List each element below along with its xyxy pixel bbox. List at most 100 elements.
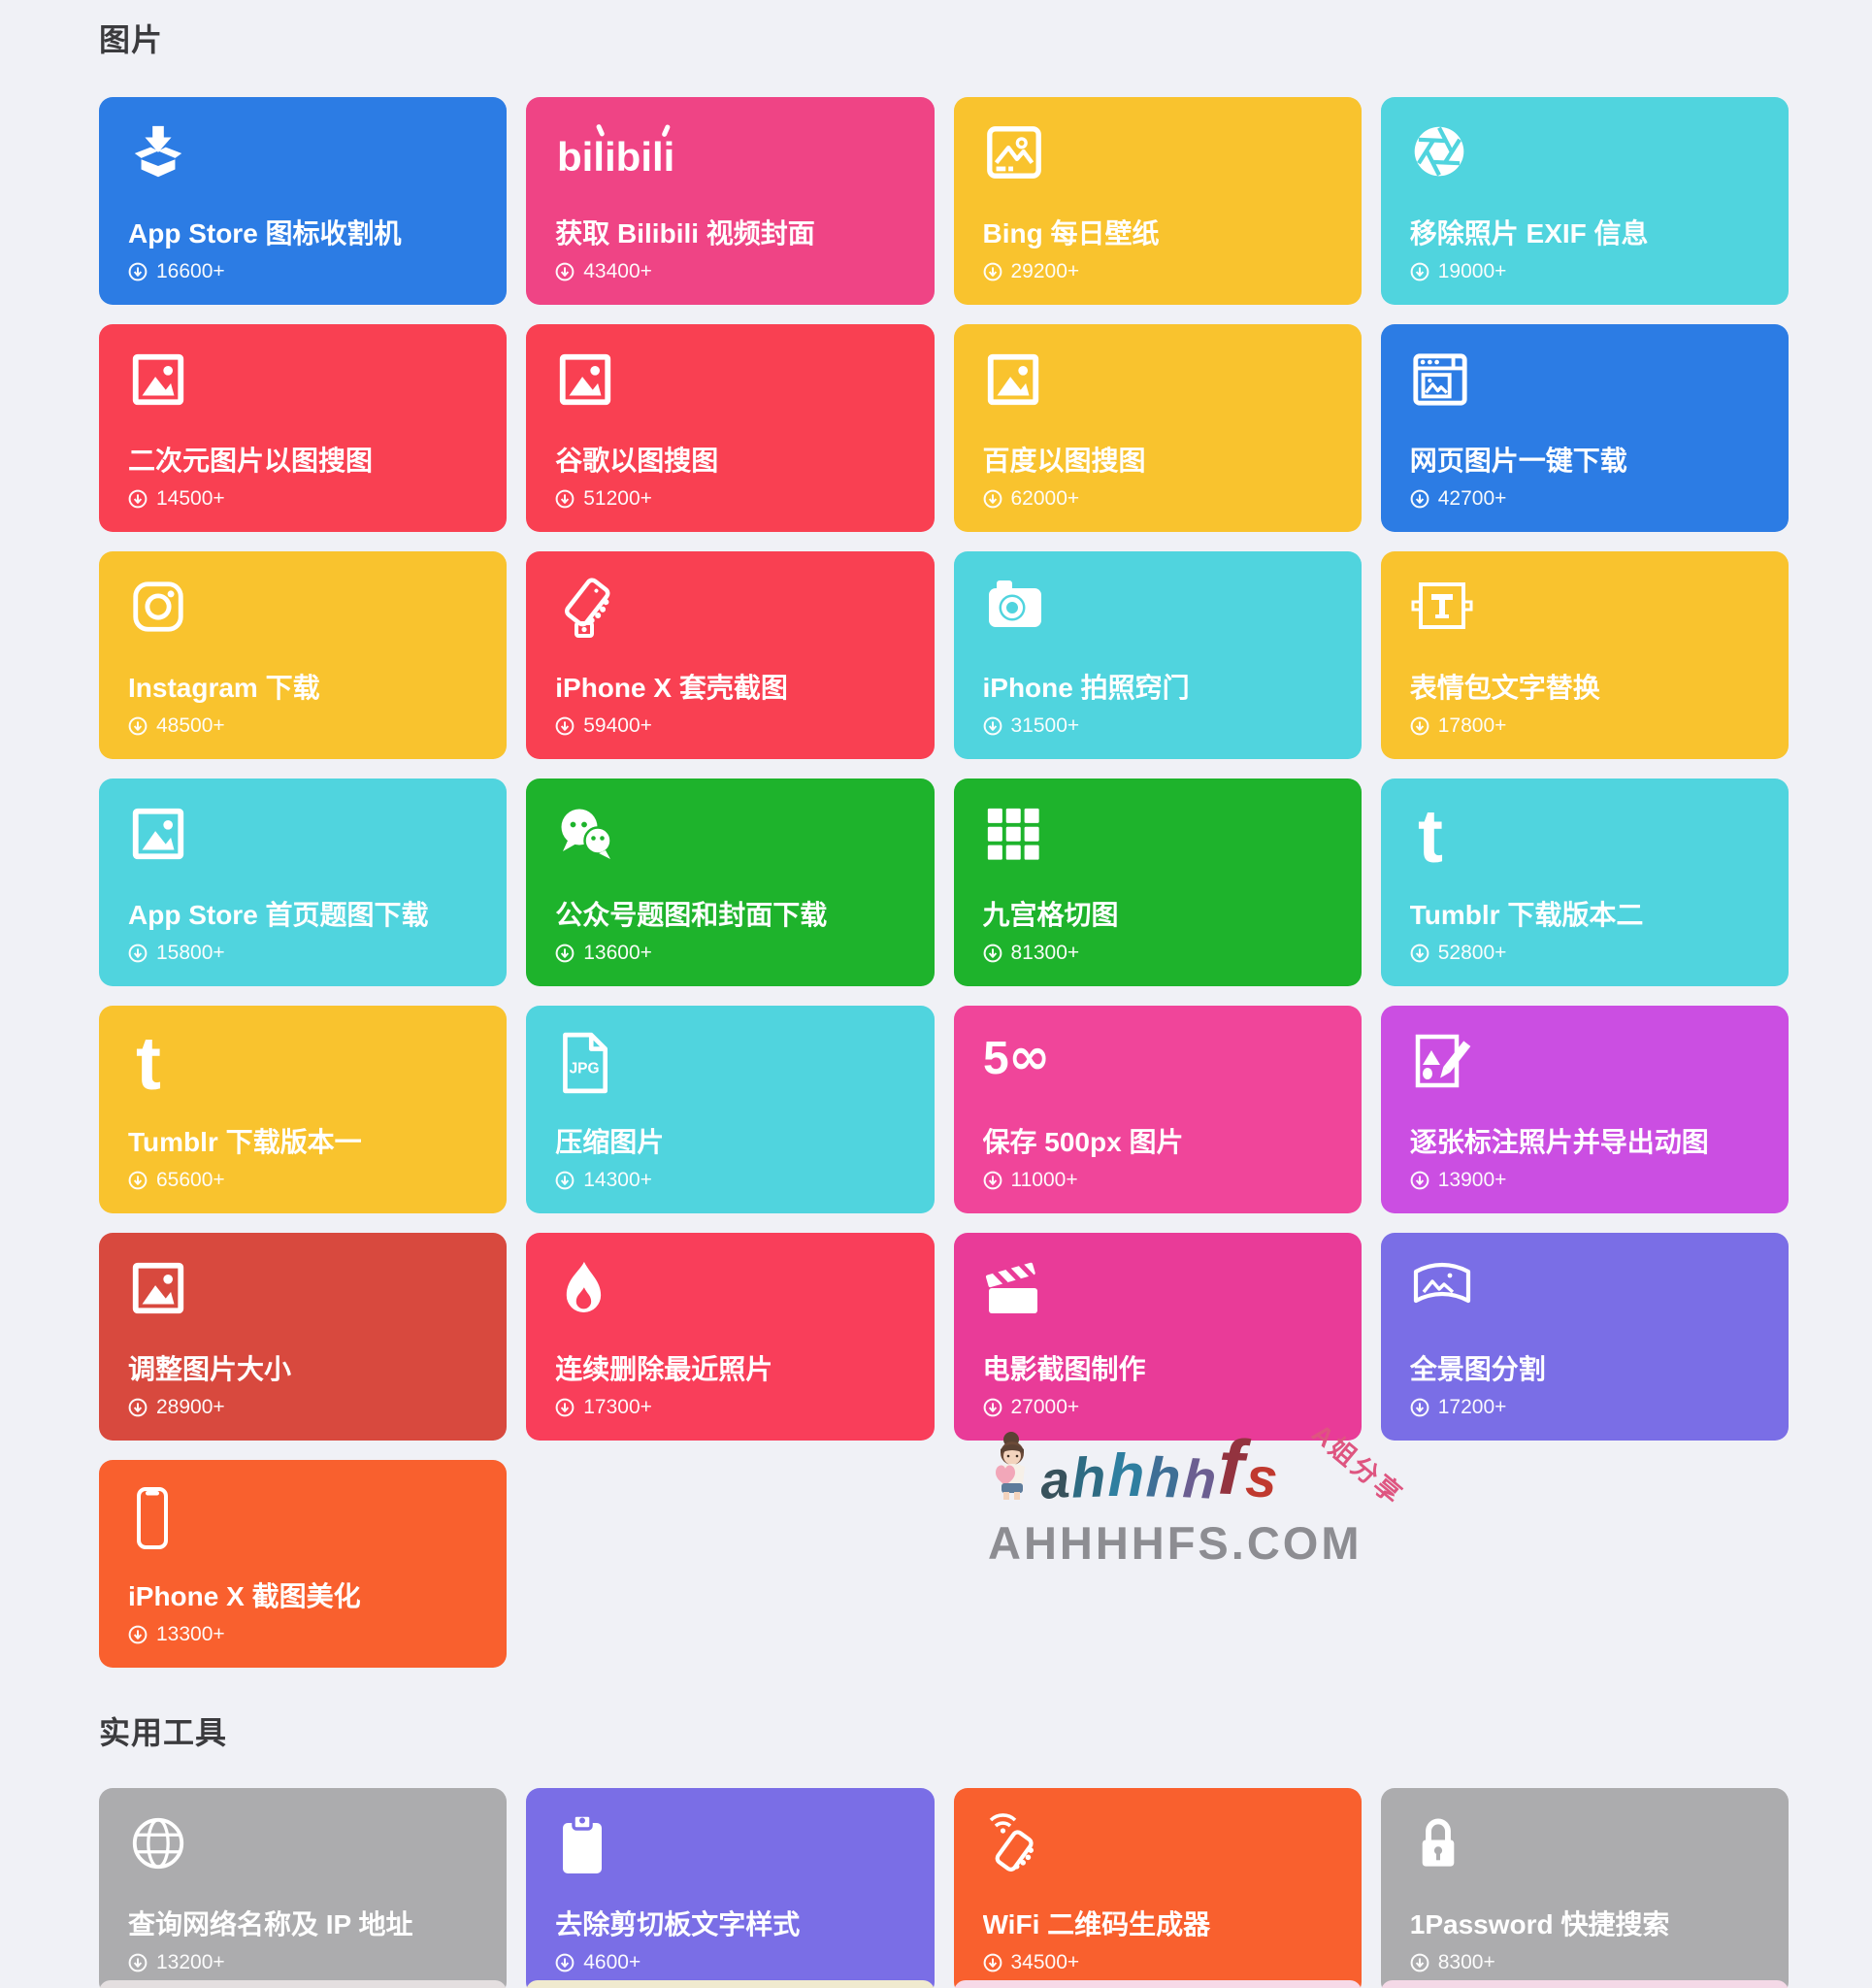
photo-icon: [555, 349, 904, 419]
shortcut-card[interactable]: 谷歌以图搜图 51200+: [526, 324, 935, 532]
next-row-card-top[interactable]: [1380, 1980, 1789, 1988]
shortcut-card[interactable]: WiFi 二维码生成器 34500+: [953, 1788, 1362, 1988]
shortcut-card[interactable]: 移除照片 EXIF 信息 19000+: [1380, 97, 1789, 305]
shortcut-card[interactable]: iPhone 拍照窍门 31500+: [953, 551, 1362, 759]
shortcut-card[interactable]: App Store 首页题图下载 15800+: [99, 779, 508, 986]
card-title: 压缩图片: [555, 1126, 665, 1157]
download-count-value: 51200+: [583, 487, 652, 510]
download-count-value: 81300+: [1010, 942, 1080, 964]
card-downloads: 14300+: [555, 1169, 904, 1192]
card-title: Instagram 下载: [128, 672, 320, 703]
circle-arrow-down-icon: [1410, 262, 1429, 282]
tumblr-icon: t: [1410, 804, 1759, 874]
shortcut-card[interactable]: 公众号题图和封面下载 13600+: [526, 779, 935, 986]
download-count-value: 17200+: [1437, 1396, 1507, 1418]
next-row-card-top[interactable]: [526, 1980, 935, 1988]
fivehundredpx-icon: 5 ∞: [983, 1031, 1332, 1101]
card-downloads: 52800+: [1410, 942, 1759, 965]
download-count-value: 52800+: [1437, 942, 1507, 964]
circle-arrow-down-icon: [128, 1953, 148, 1972]
shortcut-card[interactable]: 电影截图制作 27000+: [953, 1233, 1362, 1441]
shortcut-card[interactable]: 去除剪切板文字样式 4600+: [526, 1788, 935, 1988]
shortcut-card[interactable]: 查询网络名称及 IP 地址 13200+: [99, 1788, 508, 1988]
shortcut-card[interactable]: Bing 每日壁纸 29200+: [953, 97, 1362, 305]
card-downloads: 31500+: [983, 714, 1332, 738]
download-count-value: 65600+: [156, 1169, 225, 1191]
next-row-card-top[interactable]: [953, 1980, 1362, 1988]
card-grid: App Store 图标收割机 16600+ bilibili 获取 Bilibi…: [99, 97, 1789, 1668]
card-title: 1Password 快捷搜索: [1409, 1908, 1670, 1939]
card-title: App Store 首页题图下载: [128, 899, 429, 930]
watermark-letter: a: [1037, 1450, 1072, 1510]
shortcut-card[interactable]: t Tumblr 下载版本二 52800+: [1380, 779, 1789, 986]
download-count-value: 14300+: [583, 1169, 652, 1191]
download-count-value: 11000+: [1010, 1169, 1078, 1191]
clapper-icon: [983, 1258, 1332, 1328]
circle-arrow-down-icon: [128, 944, 148, 963]
shortcut-card[interactable]: t Tumblr 下载版本一 65600+: [99, 1006, 508, 1213]
circle-arrow-down-icon: [983, 262, 1002, 282]
circle-arrow-down-icon: [983, 944, 1002, 963]
circle-arrow-down-icon: [555, 262, 575, 282]
phone-hand-icon: [555, 577, 904, 646]
shortcut-card[interactable]: JPG 压缩图片 14300+: [526, 1006, 935, 1213]
shortcut-card[interactable]: 全景图分割 17200+: [1380, 1233, 1789, 1441]
circle-arrow-down-icon: [983, 1171, 1002, 1190]
card-title: Tumblr 下载版本一: [128, 1126, 362, 1157]
download-count-value: 42700+: [1437, 487, 1507, 510]
card-title: 调整图片大小: [128, 1353, 292, 1384]
card-title: 九宫格切图: [982, 899, 1119, 930]
grid9-icon: [983, 804, 1332, 874]
next-row-card-top[interactable]: [99, 1980, 508, 1988]
circle-arrow-down-icon: [983, 716, 1002, 736]
shortcut-card[interactable]: 表情包文字替换 17800+: [1380, 551, 1789, 759]
download-count-value: 15800+: [156, 942, 225, 964]
shortcut-card[interactable]: App Store 图标收割机 16600+: [99, 97, 508, 305]
shortcut-card[interactable]: 网页图片一键下载 42700+: [1380, 324, 1789, 532]
download-count-value: 8300+: [1437, 1951, 1495, 1973]
card-title: 查询网络名称及 IP 地址: [128, 1908, 413, 1939]
shortcut-card[interactable]: 二次元图片以图搜图 14500+: [99, 324, 508, 532]
card-downloads: 27000+: [983, 1396, 1332, 1419]
shortcut-card[interactable]: Instagram 下载 48500+: [99, 551, 508, 759]
download-count-value: 59400+: [583, 714, 652, 737]
download-count-value: 19000+: [1437, 260, 1507, 282]
shortcut-card[interactable]: bilibili 获取 Bilibili 视频封面 43400+: [526, 97, 935, 305]
shortcut-card[interactable]: 5 ∞ 保存 500px 图片 11000+: [953, 1006, 1362, 1213]
circle-arrow-down-icon: [1410, 716, 1429, 736]
card-downloads: 48500+: [128, 714, 477, 738]
circle-arrow-down-icon: [1410, 1398, 1429, 1417]
shortcut-card[interactable]: iPhone X 套壳截图 59400+: [526, 551, 935, 759]
card-downloads: 17800+: [1410, 714, 1759, 738]
bilibili-icon: bilibili: [555, 122, 904, 192]
card-downloads: 28900+: [128, 1396, 477, 1419]
card-title: WiFi 二维码生成器: [982, 1908, 1211, 1939]
svg-text:5: 5: [983, 1033, 1009, 1084]
shortcut-card[interactable]: 逐张标注照片并导出动图 13900+: [1380, 1006, 1789, 1213]
card-title: iPhone X 套壳截图: [555, 672, 788, 703]
girl-with-heart-icon: [988, 1430, 1033, 1507]
download-count-value: 13900+: [1437, 1169, 1507, 1191]
card-downloads: 34500+: [983, 1951, 1332, 1974]
watermark-badge: A姐分享: [1306, 1418, 1409, 1511]
wechat-icon: [555, 804, 904, 874]
shortcut-card[interactable]: 连续删除最近照片 17300+: [526, 1233, 935, 1441]
download-count-value: 4600+: [583, 1951, 641, 1973]
circle-arrow-down-icon: [1410, 1953, 1429, 1972]
shortcut-card[interactable]: iPhone X 截图美化 13300+: [99, 1460, 508, 1668]
svg-text:t: t: [1418, 804, 1443, 872]
card-title: 网页图片一键下载: [1409, 445, 1627, 476]
shortcut-card[interactable]: 九宫格切图 81300+: [953, 779, 1362, 986]
shortcut-card[interactable]: 1Password 快捷搜索 8300+: [1380, 1788, 1789, 1988]
shortcut-card[interactable]: 调整图片大小 28900+: [99, 1233, 508, 1441]
download-count-value: 13600+: [583, 942, 652, 964]
browser-image-icon: [1410, 349, 1759, 419]
circle-arrow-down-icon: [983, 489, 1002, 509]
card-downloads: 17300+: [555, 1396, 904, 1419]
card-downloads: 13600+: [555, 942, 904, 965]
circle-arrow-down-icon: [555, 1953, 575, 1972]
download-count-value: 29200+: [1010, 260, 1080, 282]
instagram-icon: [128, 577, 477, 646]
shortcut-card[interactable]: 百度以图搜图 62000+: [953, 324, 1362, 532]
